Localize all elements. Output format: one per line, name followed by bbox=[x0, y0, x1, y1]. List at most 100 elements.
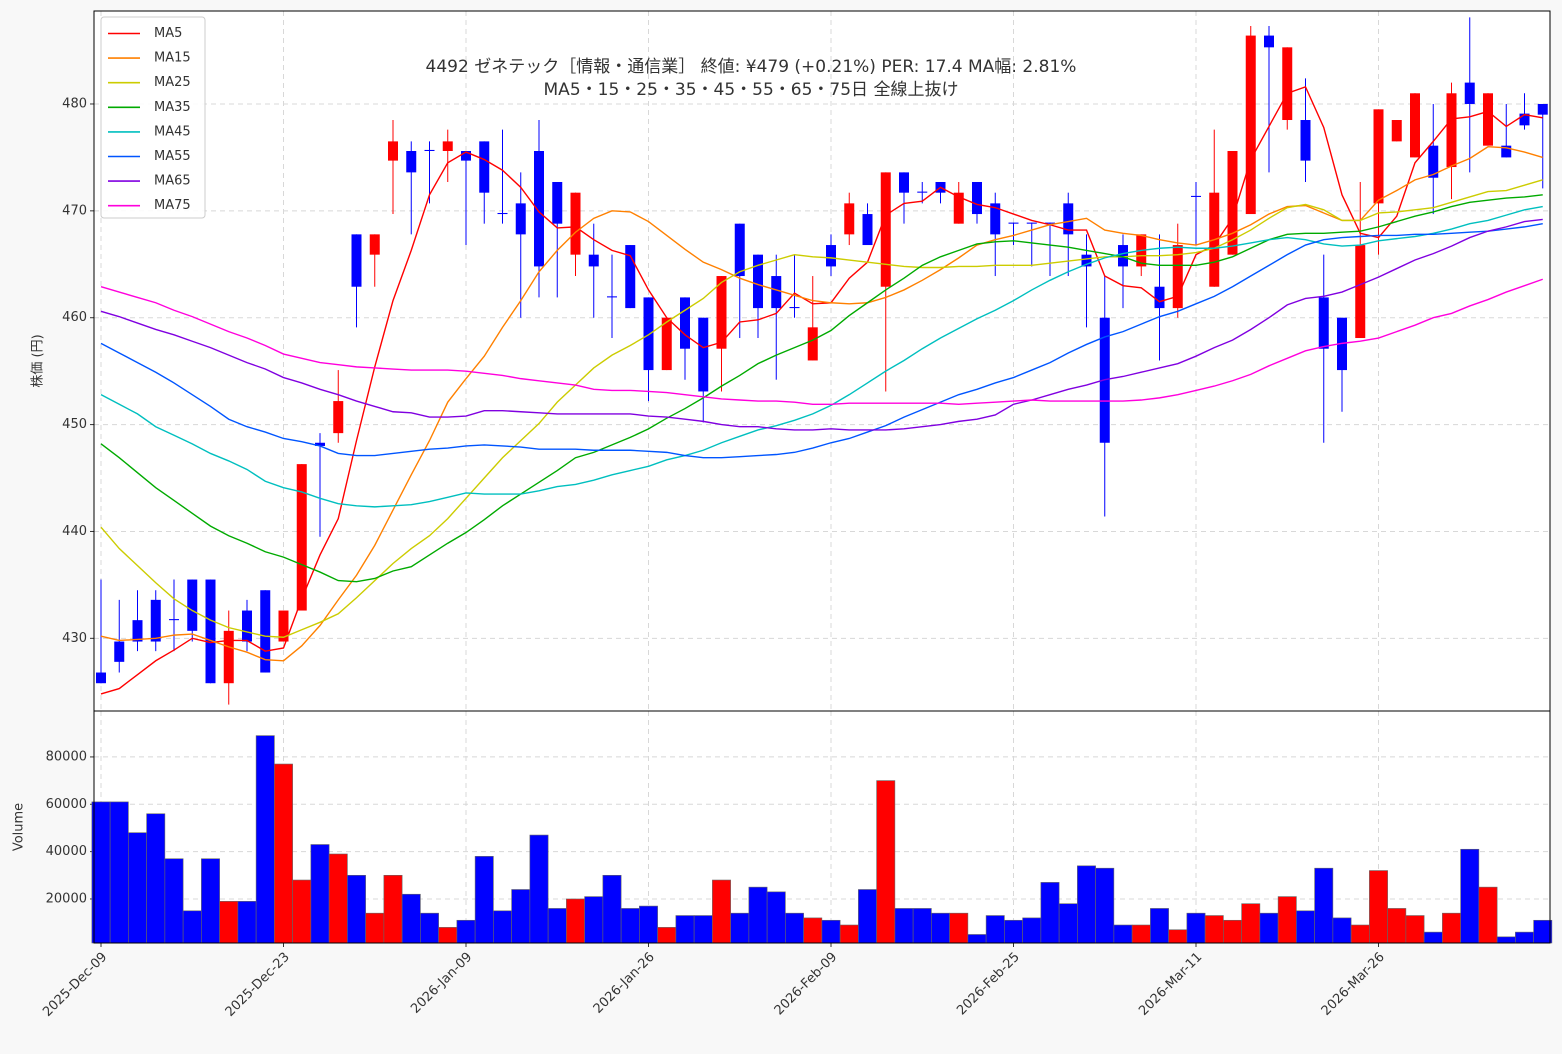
volume-bar bbox=[420, 912, 439, 944]
candle-body bbox=[661, 317, 672, 371]
volume-bar bbox=[876, 780, 896, 944]
volume-bar bbox=[182, 910, 202, 944]
y-tick-label: 80000 bbox=[46, 749, 87, 764]
y-tick-label: 20000 bbox=[46, 891, 87, 906]
candle-body bbox=[1118, 245, 1128, 267]
candle-body bbox=[862, 214, 873, 246]
volume-bar bbox=[201, 858, 220, 944]
candle-body bbox=[424, 149, 435, 151]
candle-body bbox=[552, 181, 563, 224]
volume-bar bbox=[365, 912, 385, 944]
volume-bar bbox=[438, 927, 458, 944]
volume-bar bbox=[766, 891, 786, 944]
volume-bar bbox=[1405, 915, 1425, 944]
volume-bar bbox=[1040, 882, 1060, 944]
ma-line bbox=[100, 218, 1543, 431]
volume-bar bbox=[821, 919, 841, 944]
candle-body bbox=[1501, 145, 1512, 158]
candle-body bbox=[716, 276, 727, 349]
volume-bar bbox=[1113, 924, 1133, 944]
volume-bar bbox=[383, 874, 403, 944]
candle-body bbox=[479, 141, 490, 193]
volume-bar bbox=[511, 889, 531, 944]
candle-body bbox=[96, 672, 106, 684]
candle-body bbox=[1245, 35, 1256, 215]
volume-bar bbox=[274, 763, 293, 944]
volume-bar bbox=[1478, 886, 1498, 944]
legend-label: MA45 bbox=[154, 124, 191, 139]
candle-body bbox=[1227, 151, 1238, 255]
candle-body bbox=[1191, 195, 1201, 197]
volume-bar bbox=[657, 927, 677, 944]
ma-line bbox=[100, 179, 1543, 638]
candle-body bbox=[1154, 286, 1165, 309]
volume-bar bbox=[1241, 903, 1261, 944]
volume-bar bbox=[219, 901, 239, 944]
candle-body bbox=[132, 620, 143, 642]
y-tick-label: 460 bbox=[62, 310, 87, 325]
candle-body bbox=[260, 590, 271, 673]
ma-line bbox=[100, 86, 1543, 695]
candle-body bbox=[1446, 93, 1457, 168]
legend-label: MA55 bbox=[154, 149, 191, 164]
candle-body bbox=[1483, 93, 1493, 146]
candle-body bbox=[534, 151, 544, 267]
candle-body bbox=[406, 151, 417, 173]
candle-body bbox=[953, 192, 964, 224]
volume-bar bbox=[730, 912, 750, 944]
x-tick-label: 2026-Feb-09 bbox=[772, 950, 841, 1019]
volume-bar bbox=[894, 908, 914, 944]
volume-bar bbox=[493, 910, 512, 944]
volume-bar bbox=[566, 898, 585, 944]
volume-bar bbox=[529, 834, 549, 944]
volume-bar bbox=[1277, 896, 1297, 944]
legend: MA5 MA15 MA25 MA35 MA45 MA55 MA65 MA75 bbox=[100, 16, 206, 219]
volume-bar bbox=[456, 919, 476, 944]
legend-label: MA35 bbox=[154, 100, 191, 115]
volume-bar bbox=[1460, 848, 1480, 944]
volume-axis-label: Volume bbox=[12, 803, 27, 851]
candle-body bbox=[1282, 47, 1293, 121]
candle-body bbox=[771, 276, 782, 309]
volume-bar bbox=[1442, 912, 1461, 944]
y-tick-label: 440 bbox=[62, 524, 87, 539]
volume-bar bbox=[785, 912, 804, 944]
volume-bar bbox=[347, 874, 366, 944]
candle-body bbox=[1172, 245, 1183, 309]
candle-body bbox=[753, 254, 763, 309]
volume-bar bbox=[1387, 908, 1407, 944]
legend-box bbox=[100, 16, 206, 219]
candle-body bbox=[1081, 254, 1092, 267]
candle-body bbox=[1391, 120, 1402, 142]
volume-bar bbox=[292, 879, 312, 944]
y-tick-label: 60000 bbox=[46, 797, 87, 812]
volume-bar bbox=[748, 886, 768, 944]
x-tick-label: 2026-Mar-26 bbox=[1319, 950, 1388, 1019]
volume-bar bbox=[91, 801, 111, 944]
candle-body bbox=[826, 245, 836, 267]
candle-body bbox=[351, 234, 362, 287]
y-tick-label: 480 bbox=[62, 96, 87, 111]
candle-body bbox=[698, 317, 709, 392]
candle-body bbox=[315, 442, 325, 446]
volume-bar bbox=[967, 934, 987, 944]
ma-line bbox=[100, 194, 1543, 583]
candle-body bbox=[461, 151, 471, 161]
candle-body bbox=[588, 254, 599, 267]
candle-body bbox=[807, 327, 818, 361]
candle-body bbox=[205, 579, 216, 684]
volume-bar bbox=[1204, 915, 1224, 944]
candle-body bbox=[972, 181, 982, 215]
candle-body bbox=[844, 203, 855, 235]
volume-bar bbox=[858, 889, 877, 944]
candle-body bbox=[1026, 222, 1037, 224]
candle-body bbox=[187, 579, 198, 631]
candle-body bbox=[223, 630, 234, 684]
candle-body bbox=[680, 297, 690, 349]
x-tick-label: 2025-Dec-23 bbox=[223, 950, 293, 1020]
volume-bar bbox=[1515, 931, 1534, 944]
volume-bar bbox=[931, 912, 950, 944]
chart-title: 4492 ゼネテック［情報・通信業］ 終値: ¥479 (+0.21%) PER… bbox=[426, 57, 1077, 77]
